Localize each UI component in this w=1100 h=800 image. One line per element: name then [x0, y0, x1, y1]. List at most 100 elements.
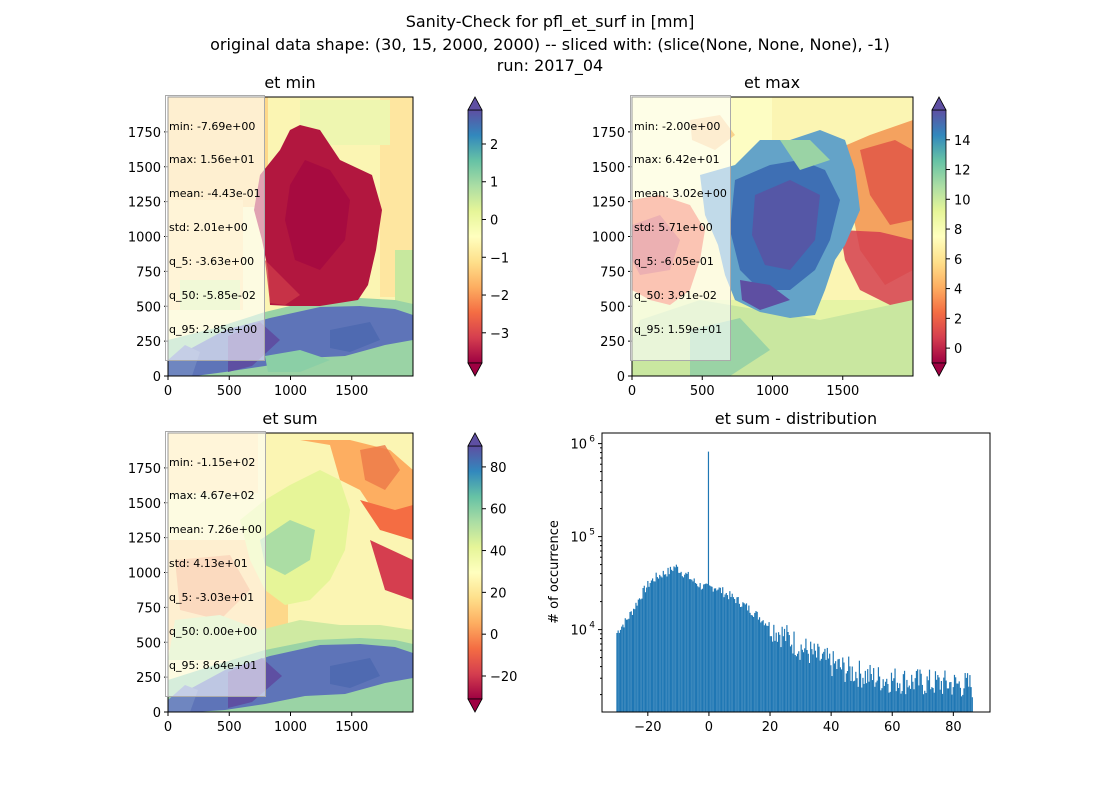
colorbar-tick-label: 40: [490, 545, 507, 560]
histogram-bar: [963, 688, 965, 712]
histogram-bar: [902, 674, 904, 712]
histogram-bar: [941, 693, 944, 712]
histogram-bar: [806, 650, 808, 712]
histogram-bar: [704, 584, 706, 712]
colorbar-tick-label: 14: [954, 134, 971, 149]
histogram-bar: [804, 648, 806, 712]
histogram-bar: [839, 667, 841, 712]
histogram-bar: [946, 688, 948, 712]
histogram-bar: [713, 588, 715, 712]
histogram-bar: [816, 657, 818, 712]
x-tick-label: 1000: [756, 384, 789, 399]
histogram-bar: [920, 673, 922, 712]
histogram-bar: [701, 588, 704, 712]
histogram-bar: [808, 662, 811, 712]
histogram-bar: [812, 654, 814, 712]
histogram-bar: [798, 651, 800, 712]
y-tick-label: 1000: [128, 567, 161, 582]
stat-line: q_50: 3.91e-02: [634, 289, 717, 303]
histogram-bar: [741, 606, 743, 712]
histogram-bar: [697, 586, 699, 712]
x-tick-label: 1500: [335, 720, 368, 735]
histogram-bar: [868, 681, 870, 712]
histogram-bar: [894, 668, 896, 712]
histogram-bar: [874, 686, 876, 712]
histogram-bar: [656, 577, 658, 712]
map-et-max-y-ticks: 0 250 500 750 1000 1250 1500 1750: [592, 126, 632, 385]
y-tick-label: 1750: [592, 126, 625, 141]
histogram-bar: [907, 687, 909, 712]
histogram-bar: [921, 684, 923, 712]
histogram-bar: [758, 617, 761, 712]
histogram-bar: [905, 694, 907, 712]
histogram-bar: [884, 681, 887, 712]
histogram-bar: [676, 566, 679, 712]
histogram-bar: [671, 569, 673, 712]
histogram-bar: [781, 626, 783, 712]
histogram-bar: [712, 591, 714, 712]
histogram-bar: [971, 697, 973, 712]
stat-line: q_50: 0.00e+00: [169, 625, 258, 639]
histogram-bar: [821, 653, 824, 712]
histogram-bars: [616, 451, 973, 712]
histogram-bar: [672, 571, 674, 712]
histogram-bar: [939, 689, 941, 712]
histogram-bar: [703, 584, 705, 712]
y-tick-label: 1750: [128, 126, 161, 141]
histogram-bar: [799, 659, 801, 712]
histogram-bar: [624, 618, 626, 712]
histogram-bar: [824, 648, 826, 712]
histogram-bar: [964, 673, 966, 712]
histogram-bar: [629, 612, 631, 712]
histogram-bar: [720, 593, 723, 712]
histogram-bar: [686, 573, 688, 712]
histogram-bar: [856, 678, 858, 712]
histogram-bar: [949, 682, 951, 712]
histogram-bar: [764, 623, 767, 712]
histogram-bar: [823, 651, 825, 712]
histogram-bar: [877, 667, 880, 712]
histogram-bar: [766, 625, 768, 712]
histogram-bar: [944, 670, 946, 712]
y-tick-label: 250: [136, 671, 161, 686]
histogram-bar: [864, 670, 866, 712]
histogram-bar: [817, 643, 819, 712]
histogram-bar: [800, 644, 802, 712]
histogram-bar: [619, 629, 622, 712]
histogram-bar: [644, 592, 647, 712]
histogram-bar: [922, 694, 925, 712]
histogram-bar: [943, 677, 945, 712]
histogram-bar: [842, 657, 844, 712]
histogram-bar: [732, 597, 735, 712]
map-et-min-x-ticks: 0 500 1000 1500: [164, 376, 368, 399]
x-tick-label: 0: [164, 720, 172, 735]
histogram-bar: [747, 610, 749, 712]
histogram-bar: [965, 677, 967, 712]
y-tick-label: 250: [600, 335, 625, 350]
histogram-bar: [857, 686, 859, 712]
histogram-bar: [952, 687, 954, 712]
colorbar-tick-label: 12: [954, 164, 971, 179]
histogram-bar: [690, 579, 692, 712]
histogram-bar: [638, 598, 641, 712]
histogram-bar: [739, 607, 742, 712]
histogram-bar: [901, 691, 903, 712]
histogram-bar: [887, 683, 889, 712]
y-tick-label: 1250: [128, 196, 161, 211]
histogram-bar: [709, 585, 711, 712]
histogram-bar: [762, 620, 764, 712]
histogram-bar: [951, 694, 953, 712]
histogram-bar: [751, 615, 754, 712]
histogram-bar: [786, 625, 788, 712]
histogram-bar: [707, 451, 710, 712]
histogram-bar: [719, 587, 721, 712]
histogram-bar: [871, 680, 874, 712]
stat-line: mean: 7.26e+00: [169, 523, 262, 537]
histogram-frame: [601, 432, 991, 713]
histogram-bar: [848, 656, 850, 712]
stat-line: min: -7.69e+00: [169, 119, 256, 133]
stat-line: min: -1.15e+02: [169, 455, 256, 469]
y-tick-label: 750: [136, 601, 161, 616]
histogram-bar: [876, 680, 878, 712]
map-et-sum-y-ticks: 0 250 500 750 1000 1250 1500 1750: [128, 462, 168, 721]
